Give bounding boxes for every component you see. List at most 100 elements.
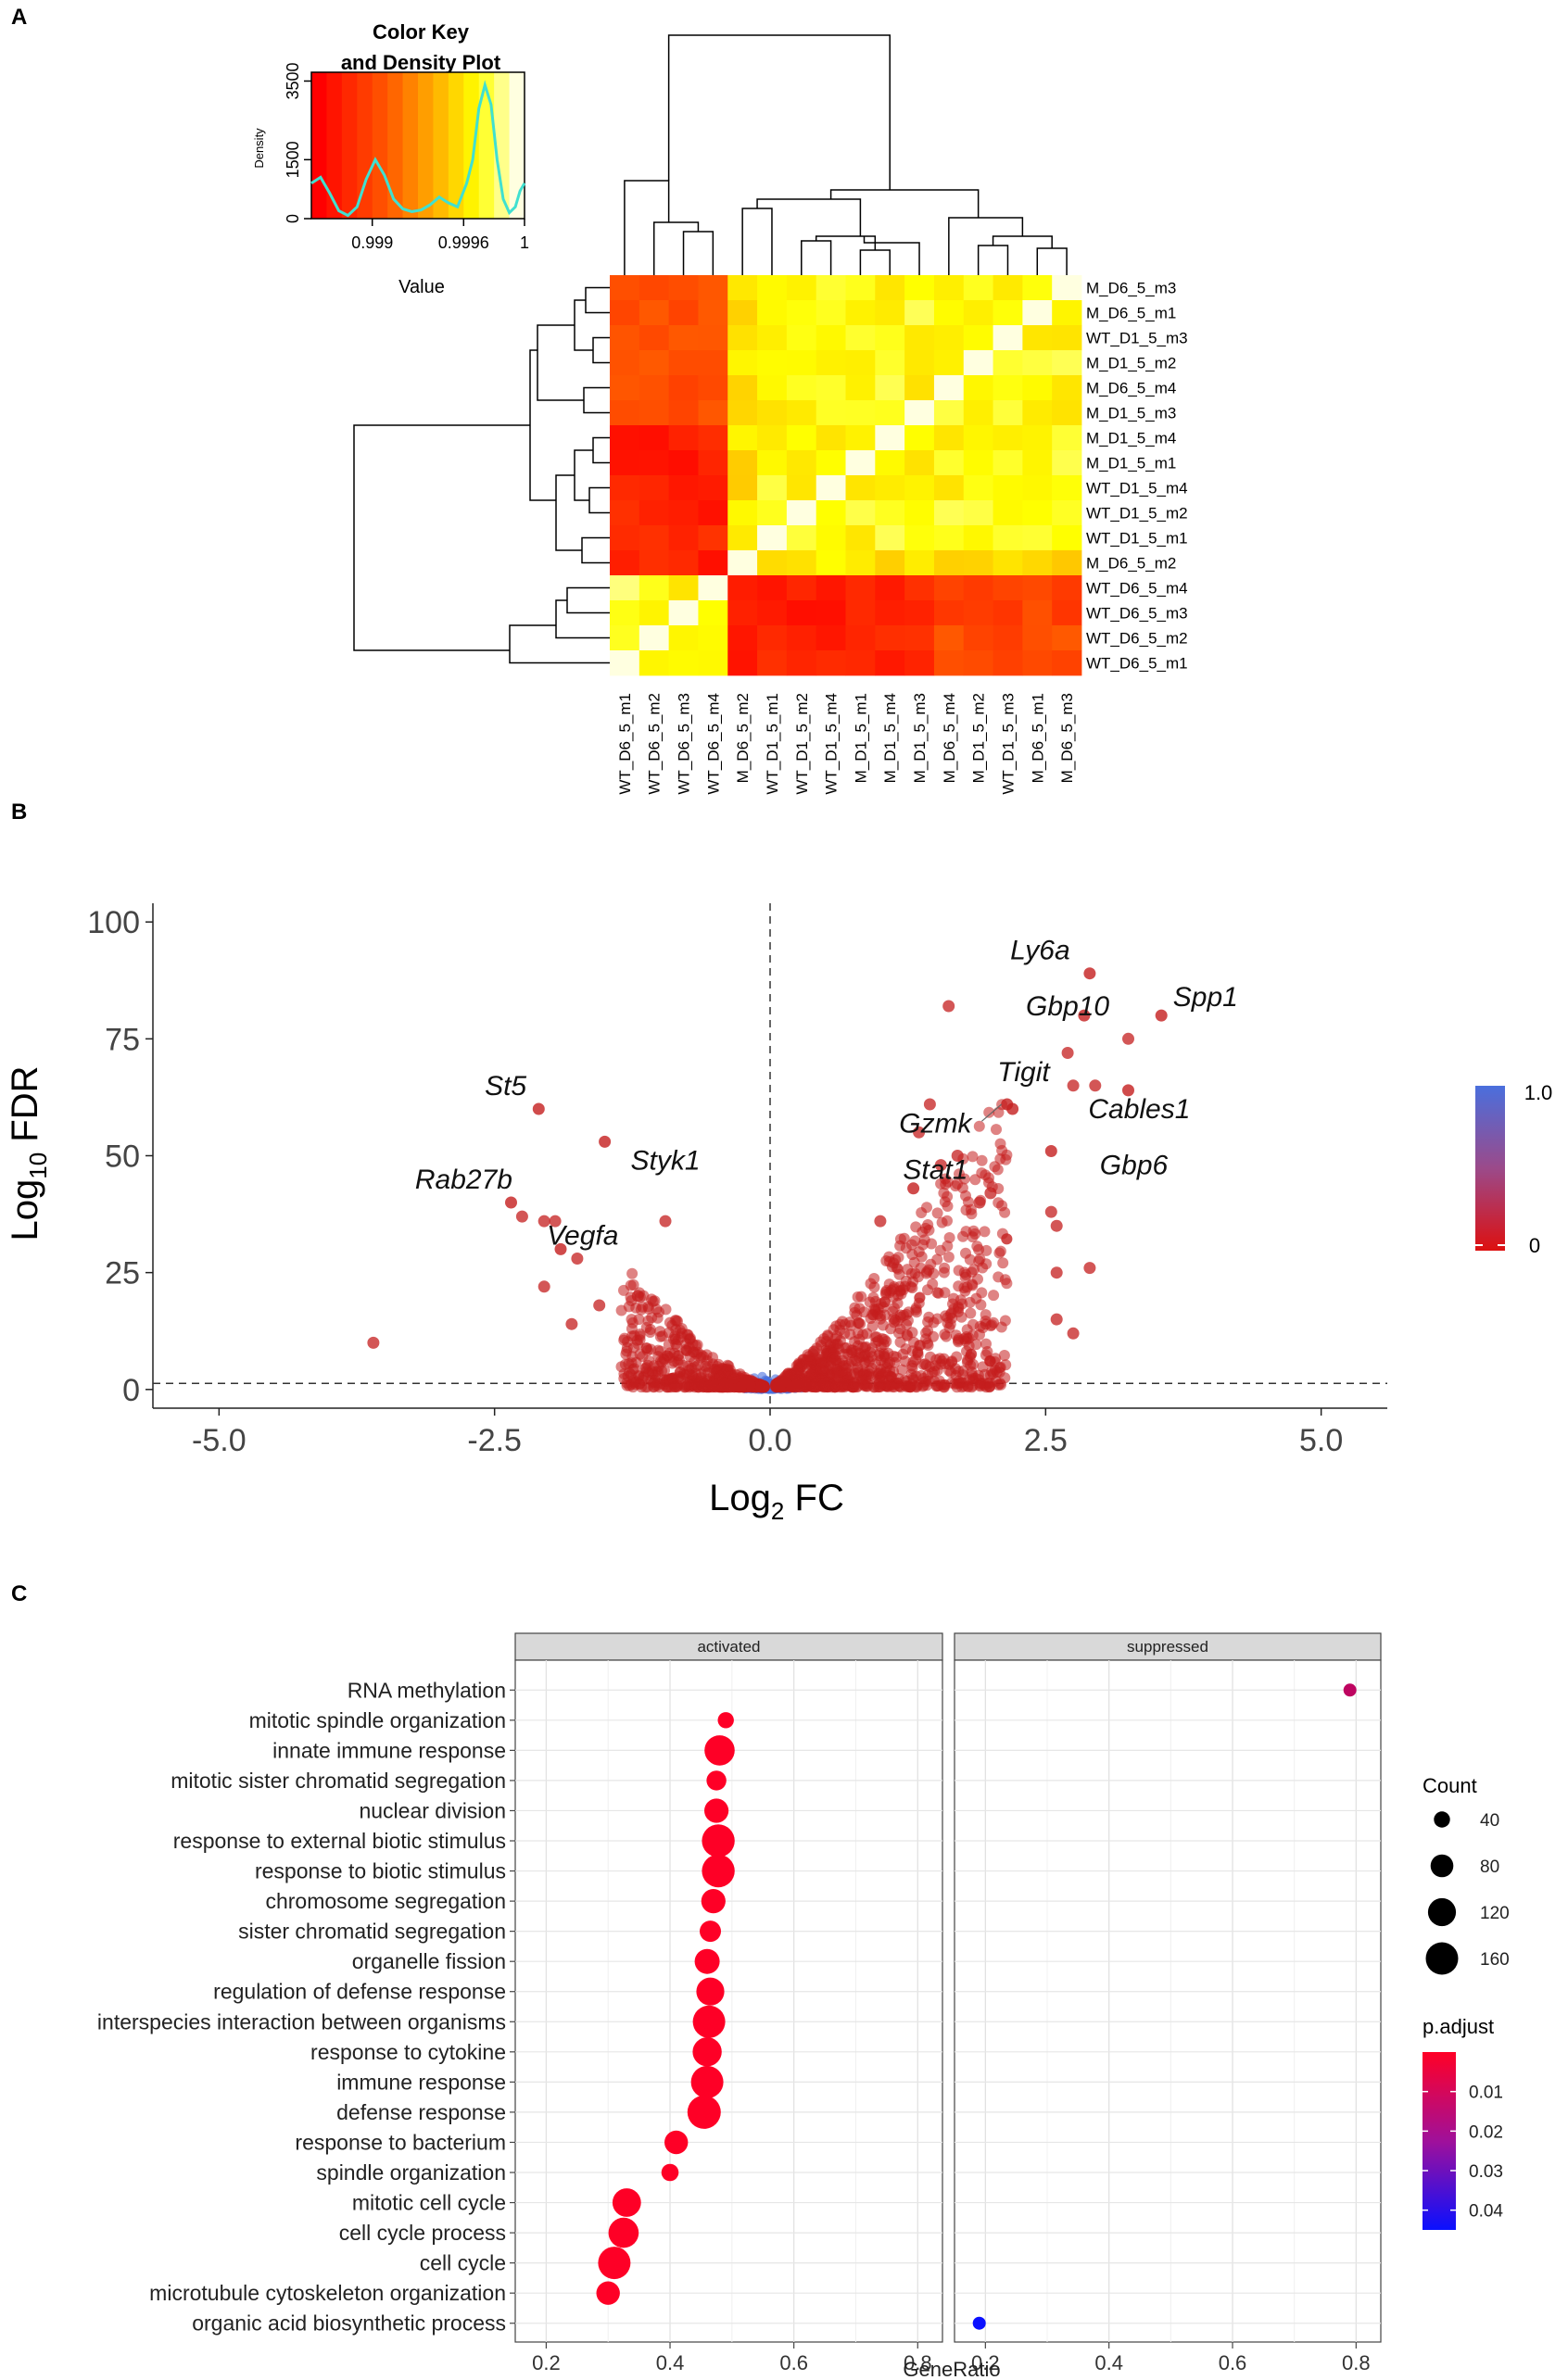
- go-dotplot-panel: activated 0.2 0.4 0.6 0.8 suppressed 0.2 0.4 0.6…: [97, 1632, 1510, 2380]
- heatmap-cell: [610, 650, 640, 676]
- count-legend-dot: [1427, 1897, 1457, 1927]
- row-dendrogram: [353, 286, 610, 664]
- heatmap-cell: [904, 475, 935, 501]
- heatmap-cell: [816, 425, 846, 451]
- volcano-point: [626, 1316, 639, 1329]
- heatmap-cell: [875, 525, 905, 551]
- heatmap-row-label: WT_D1_5_m2: [1086, 505, 1188, 523]
- volcano-point: [883, 1278, 895, 1291]
- volcano-panel: -5.0 -2.5 0.0 2.5 5.0 0 25 50 75 100 Ly6a Spp1 Gbp1…: [5, 903, 1552, 1525]
- dotplot-point: [972, 2316, 986, 2330]
- volcano-point: [931, 1287, 943, 1299]
- heatmap-cell: [727, 650, 758, 676]
- heatmap-column-label: M_D6_5_m3: [1058, 693, 1076, 783]
- heatmap-cell: [993, 300, 1023, 326]
- heatmap-cell: [698, 350, 728, 376]
- volcano-point: [975, 1299, 987, 1311]
- volcano-point: [934, 1159, 947, 1172]
- volcano-point: [571, 1253, 584, 1265]
- heatmap-cell: [963, 575, 993, 601]
- heatmap-cell: [786, 375, 817, 401]
- heatmap-cell: [668, 500, 699, 526]
- heatmap-cell: [904, 275, 935, 301]
- heatmap-cell: [698, 400, 728, 426]
- volcano-point: [938, 1266, 950, 1278]
- heatmap-cell: [875, 325, 905, 351]
- color-key-strip: [357, 72, 373, 219]
- heatmap-cell: [875, 500, 905, 526]
- legend-top-label: 1.0: [1524, 1081, 1553, 1104]
- heatmap-column-label: M_D1_5_m2: [970, 693, 988, 783]
- volcano-point: [858, 1379, 869, 1390]
- dotplot-point: [706, 1770, 727, 1791]
- volcano-point: [986, 1366, 998, 1378]
- heatmap-cell: [786, 600, 817, 626]
- volcano-point: [515, 1210, 528, 1223]
- heatmap-cell: [668, 275, 699, 301]
- volcano-point: [888, 1257, 900, 1269]
- volcano-point: [967, 1329, 979, 1341]
- heatmap-cell: [933, 500, 965, 526]
- volcano-point: [1050, 1266, 1063, 1279]
- heatmap-cell: [639, 625, 670, 651]
- heatmap-cell: [786, 275, 817, 301]
- heatmap-cell: [875, 650, 905, 676]
- heatmap-cell: [1052, 375, 1082, 401]
- color-key-gradient: [311, 72, 525, 219]
- heatmap-cell: [875, 575, 905, 601]
- gene-label: Cables1: [1088, 1094, 1190, 1125]
- heatmap-row-label: M_D1_5_m3: [1086, 405, 1176, 422]
- volcano-point: [973, 1243, 985, 1255]
- padj-legend-label: 0.01: [1469, 2084, 1503, 2103]
- dotplot-point: [612, 2188, 641, 2217]
- heatmap-column-label: M_D6_5_m2: [734, 693, 752, 783]
- dotplot-term-label: immune response: [336, 2070, 506, 2094]
- volcano-point: [998, 1350, 1010, 1361]
- volcano-point: [910, 1221, 922, 1233]
- volcano-point: [549, 1215, 562, 1228]
- dotplot-point: [702, 1824, 735, 1857]
- heatmap-cell: [904, 600, 935, 626]
- heatmap-cell: [757, 650, 788, 676]
- heatmap-cell: [845, 650, 876, 676]
- volcano-point: [718, 1377, 730, 1389]
- color-key-xtick: 0.9996: [438, 233, 489, 252]
- count-legend-label: 120: [1480, 1904, 1510, 1923]
- heatmap-cell: [668, 550, 699, 576]
- color-key-xtick: 0.999: [351, 233, 393, 252]
- heatmap-cell: [639, 475, 670, 501]
- heatmap-cell: [845, 450, 876, 476]
- heatmap-cell: [1022, 350, 1053, 376]
- heatmap-cell: [727, 325, 758, 351]
- volcano-point: [703, 1380, 715, 1392]
- volcano-point: [960, 1190, 971, 1202]
- volcano-point: [984, 1380, 996, 1392]
- heatmap-column-label: M_D6_5_m1: [1029, 693, 1046, 783]
- heatmap-cell: [786, 325, 817, 351]
- heatmap-cell: [875, 300, 905, 326]
- dotplot-facets: activated 0.2 0.4 0.6 0.8 suppressed 0.2 0.4 0.6…: [514, 1632, 1382, 2374]
- volcano-point: [899, 1280, 911, 1292]
- color-key-strip: [433, 72, 449, 219]
- heatmap-cell: [698, 550, 728, 576]
- heatmap-cell: [757, 525, 788, 551]
- volcano-point: [639, 1381, 651, 1393]
- volcano-point: [911, 1306, 923, 1318]
- dotplot-term-label: mitotic cell cycle: [352, 2191, 506, 2215]
- volcano-point: [976, 1154, 988, 1166]
- gene-label: Gbp6: [1100, 1151, 1169, 1181]
- volcano-point: [929, 1366, 941, 1378]
- heatmap-cell: [845, 600, 876, 626]
- volcano-point: [906, 1249, 918, 1261]
- heatmap-cell: [875, 625, 905, 651]
- volcano-point: [656, 1330, 668, 1342]
- color-key-ytick: 1500: [284, 141, 302, 178]
- heatmap-cell: [816, 650, 846, 676]
- heatmap-cell: [1022, 475, 1053, 501]
- heatmap-cell: [786, 475, 817, 501]
- heatmap-cells: [610, 275, 1082, 676]
- volcano-point: [854, 1303, 866, 1315]
- volcano-ytick: 50: [105, 1140, 140, 1175]
- volcano-xtick: 5.0: [1299, 1423, 1343, 1458]
